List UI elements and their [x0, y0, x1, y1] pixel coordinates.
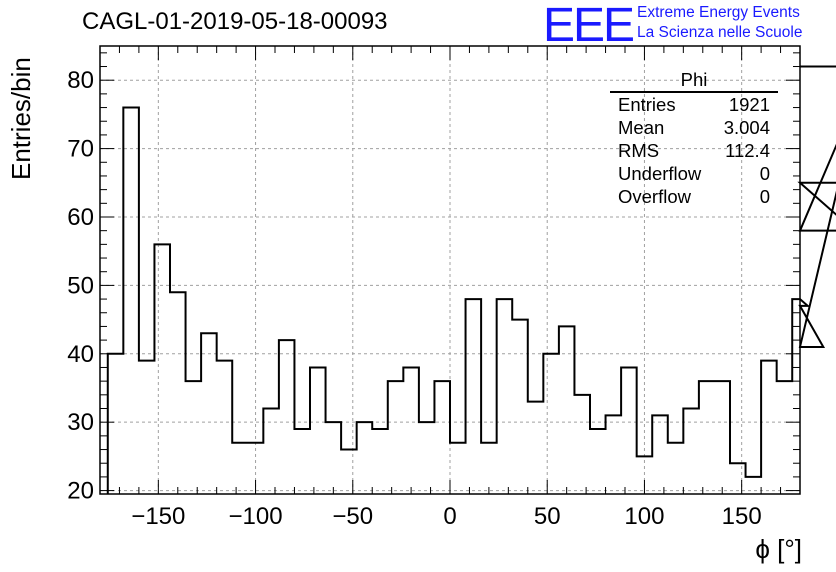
stats-label: RMS: [618, 140, 660, 161]
histogram-line: [106, 65, 836, 494]
stats-value: 1921: [728, 94, 770, 115]
y-tick-label: 80: [67, 67, 94, 94]
stats-value: 112.4: [725, 140, 770, 161]
x-tick-label: −150: [131, 503, 185, 530]
stats-label: Underflow: [618, 163, 702, 184]
eee-logo: EEE: [543, 0, 635, 52]
x-tick-label: 100: [624, 503, 664, 530]
stats-row-underflow: Underflow 0: [610, 162, 778, 185]
y-tick-label: 40: [67, 341, 94, 368]
stats-label: Mean: [618, 117, 665, 138]
x-tick-label: 0: [443, 503, 456, 530]
stats-row-overflow: Overflow 0: [610, 185, 778, 208]
plot-title: CAGL-01-2019-05-18-00093: [82, 8, 388, 35]
y-axis-label: Entries/bin: [6, 57, 36, 180]
y-tick-label: 30: [67, 409, 94, 436]
logo-caption-line2: La Scienza nelle Scuole: [637, 24, 803, 41]
stats-box: Phi Entries 1921 Mean 3.004 RMS 112.4 Under…: [610, 70, 778, 208]
x-axis-label: ϕ [°]: [755, 534, 802, 564]
stats-label: Overflow: [618, 186, 691, 207]
stats-value: 0: [759, 186, 770, 207]
logo-caption-line1: Extreme Energy Events: [637, 4, 800, 21]
stats-value: 0: [759, 163, 770, 184]
stats-row-mean: Mean 3.004: [610, 116, 778, 139]
y-tick-label: 50: [67, 272, 94, 299]
y-tick-label: 60: [67, 204, 94, 231]
logo-caption: Extreme Energy Events La Scienza nelle S…: [637, 3, 802, 43]
x-tick-label: −100: [229, 503, 283, 530]
stats-value: 3.004: [723, 117, 770, 138]
stats-row-entries: Entries 1921: [610, 93, 778, 116]
y-tick-label: 70: [67, 136, 94, 163]
stats-label: Entries: [618, 94, 676, 115]
x-tick-label: 50: [534, 503, 561, 530]
x-tick-label: 150: [722, 503, 762, 530]
y-tick-label: 20: [67, 478, 94, 505]
x-tick-label: −50: [332, 503, 373, 530]
stats-row-rms: RMS 112.4: [610, 139, 778, 162]
stats-box-title: Phi: [610, 70, 778, 93]
